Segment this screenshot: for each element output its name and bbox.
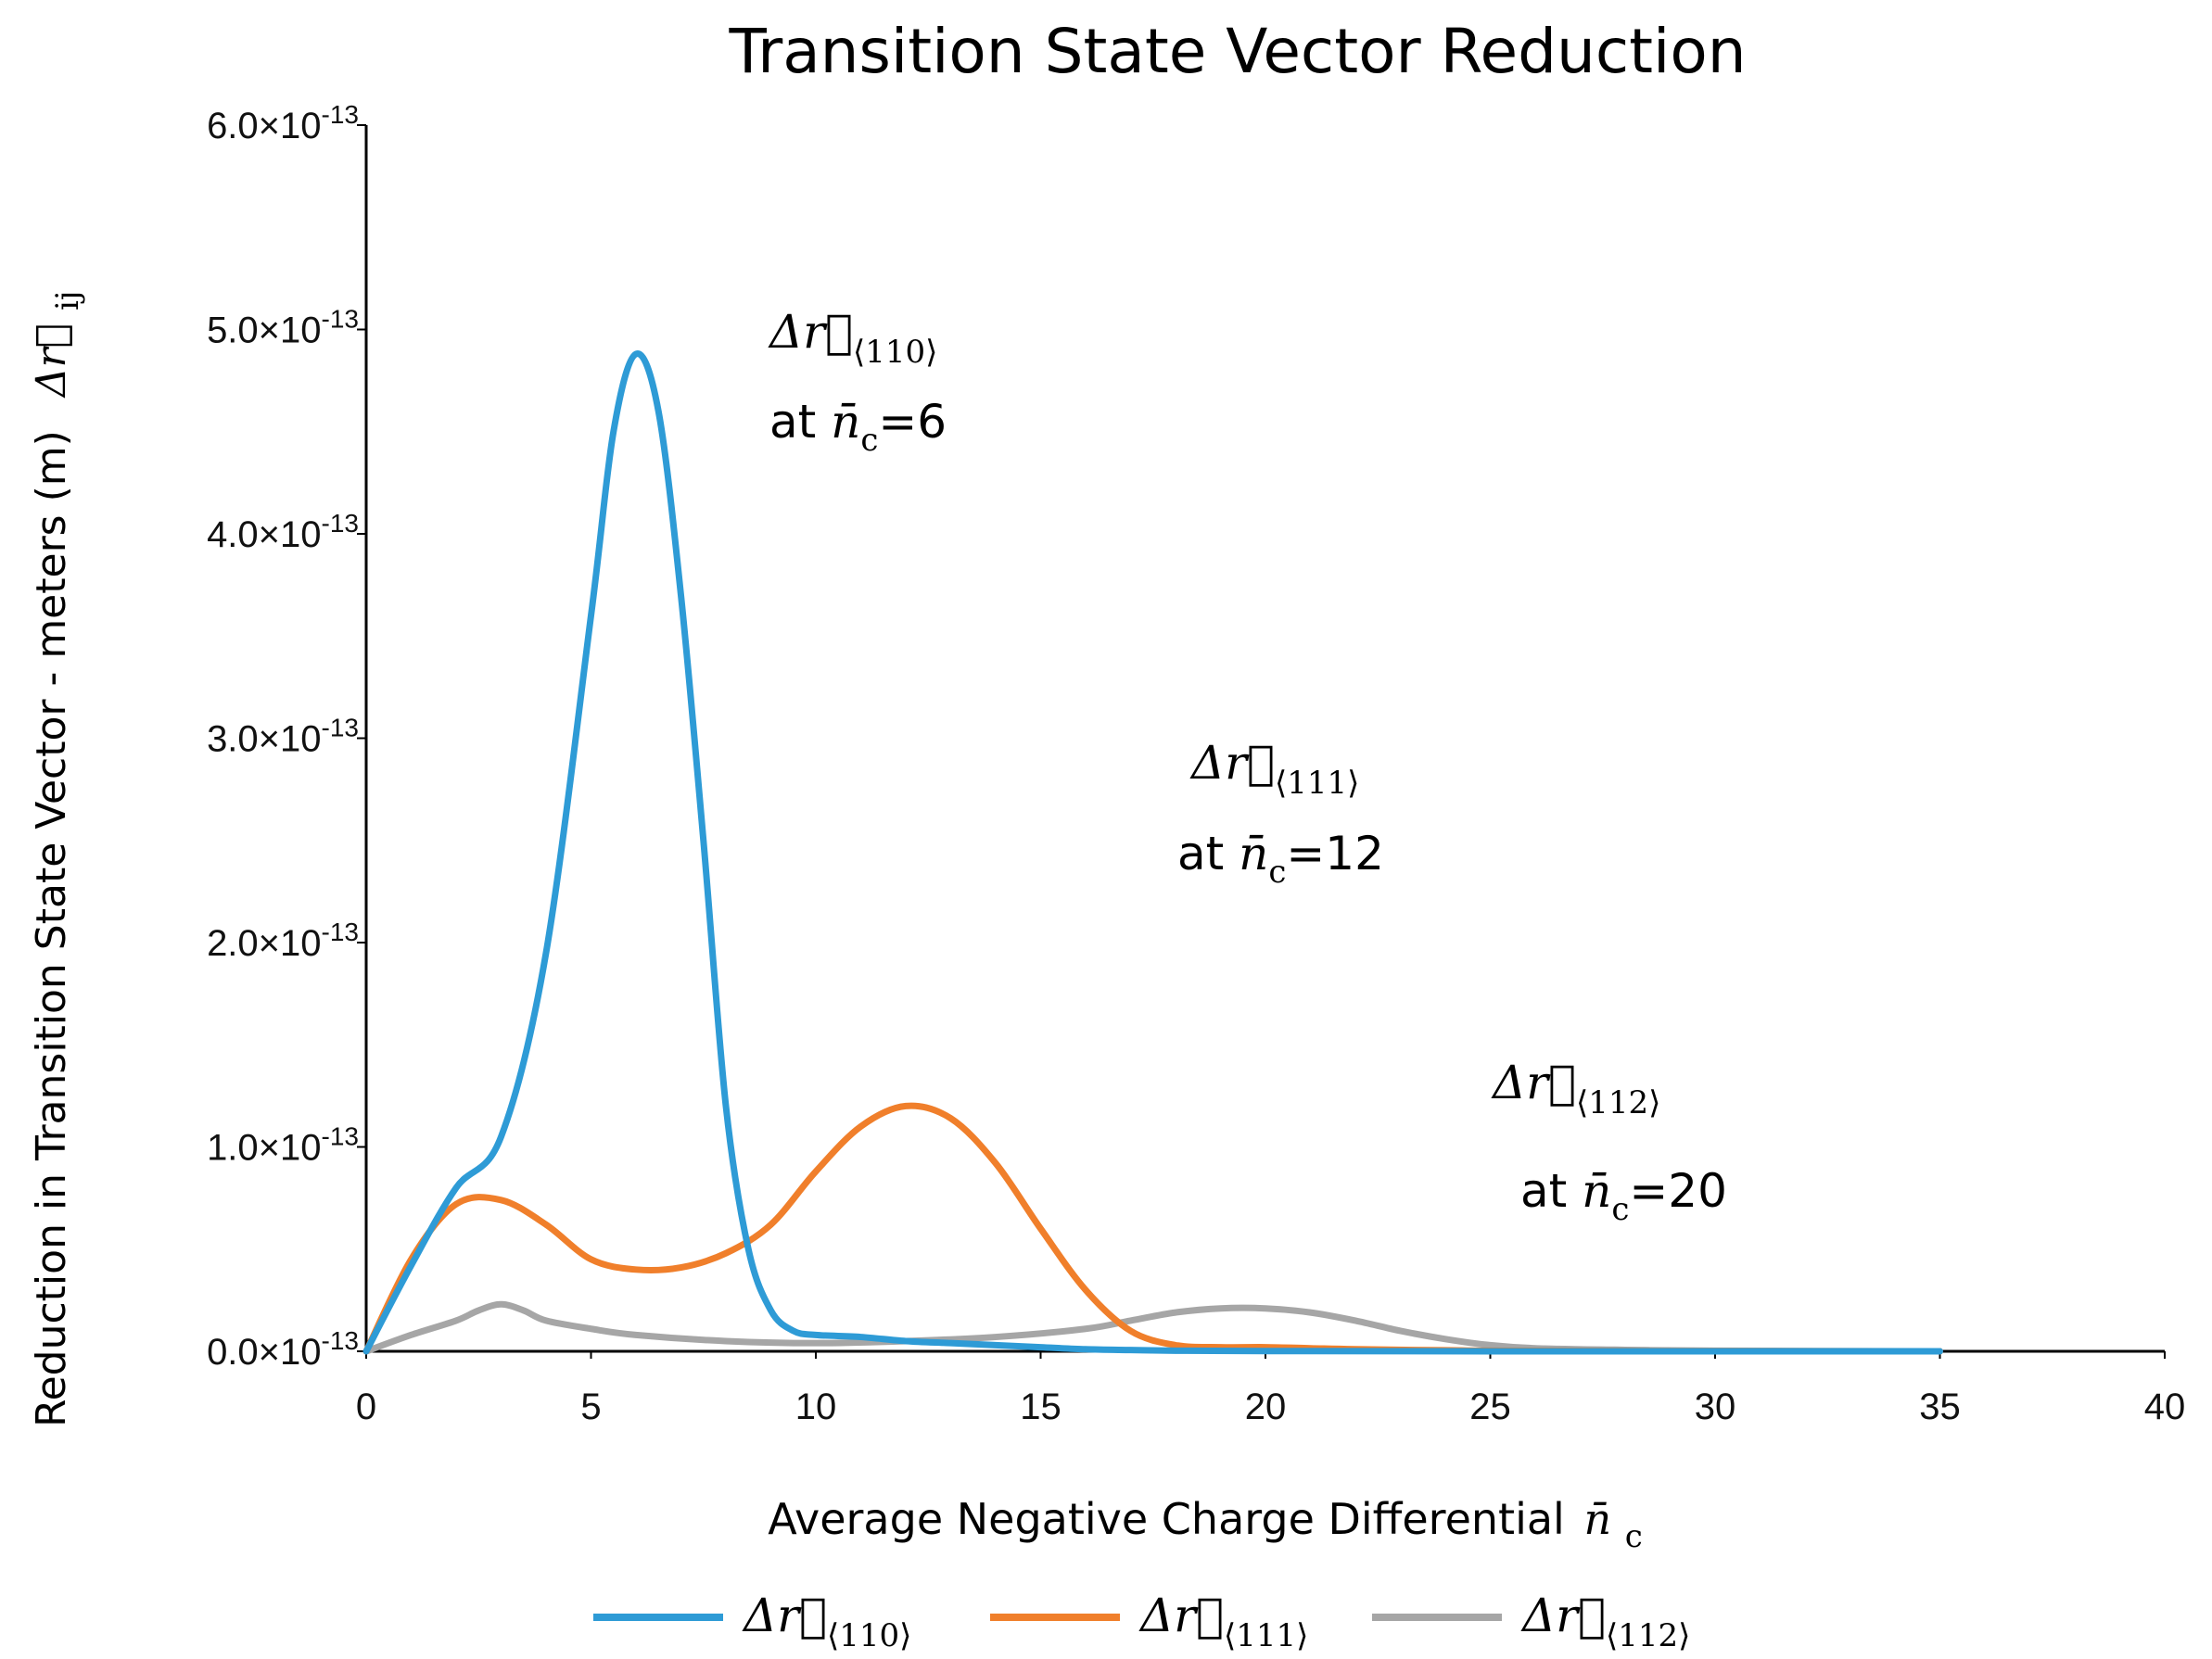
y-tick-mantissa: 5.0×10 bbox=[207, 310, 321, 351]
legend-label-111: Δr⃗⟨111⟩ bbox=[1138, 1589, 1308, 1654]
annotation-equals: =20 bbox=[1629, 1164, 1727, 1218]
y-axis-label: Reduction in Transition State Vector - m… bbox=[28, 291, 86, 1427]
series-line-110 bbox=[362, 350, 1943, 1355]
y-tick-exponent: -13 bbox=[322, 1122, 359, 1151]
annotation-symbol-111: Δr⃗⟨111⟩ bbox=[1189, 736, 1359, 802]
x-tick-label: 0 bbox=[356, 1387, 376, 1427]
y-tick-mantissa: 3.0×10 bbox=[207, 719, 321, 760]
annotation-delta-r: Δr⃗ bbox=[768, 305, 853, 359]
x-axis-symbol-sub: c bbox=[1625, 1518, 1643, 1555]
annotation-delta-r: Δr⃗ bbox=[1189, 736, 1275, 790]
annotation-subscript: ⟨112⟩ bbox=[1576, 1084, 1660, 1121]
y-tick-exponent: -13 bbox=[322, 1326, 359, 1355]
x-tick-label: 15 bbox=[1020, 1387, 1062, 1427]
y-tick-exponent: -13 bbox=[322, 918, 359, 946]
y-tick-label: 3.0×10-13 bbox=[207, 714, 359, 760]
y-tick-label: 6.0×10-13 bbox=[207, 100, 359, 146]
y-tick-label: 5.0×10-13 bbox=[207, 305, 359, 351]
annotation-symbol-110: Δr⃗⟨110⟩ bbox=[768, 305, 937, 371]
series-line-112 bbox=[362, 1300, 1943, 1355]
y-axis-symbol: Δr⃗ bbox=[28, 323, 75, 399]
annotation-equals: =6 bbox=[878, 395, 947, 449]
y-axis-label-text: Reduction in Transition State Vector - m… bbox=[28, 430, 75, 1427]
y-tick-mantissa: 1.0×10 bbox=[207, 1128, 321, 1169]
legend-delta-r: Δr⃗ bbox=[1138, 1589, 1224, 1642]
x-tick-label: 25 bbox=[1469, 1387, 1511, 1427]
x-tick-label: 20 bbox=[1245, 1387, 1287, 1427]
y-tick-mantissa: 2.0×10 bbox=[207, 923, 321, 964]
annotation-n-sub: c bbox=[860, 422, 878, 459]
y-tick-label: 0.0×10-13 bbox=[207, 1326, 359, 1373]
y-tick-label: 1.0×10-13 bbox=[207, 1122, 359, 1169]
annotation-n-symbol: n̄ bbox=[1239, 827, 1268, 880]
annotation-n-symbol: n̄ bbox=[831, 395, 860, 449]
y-tick-label: 4.0×10-13 bbox=[207, 509, 359, 555]
y-axis-symbol-sub: ij bbox=[49, 291, 86, 310]
x-axis-label: Average Negative Charge Differential n̄ … bbox=[768, 1494, 1643, 1555]
annotation-n-sub: c bbox=[1611, 1191, 1629, 1228]
y-tick-exponent: -13 bbox=[322, 100, 359, 129]
annotation-delta-r: Δr⃗ bbox=[1491, 1056, 1576, 1109]
x-axis-symbol: n̄ bbox=[1583, 1494, 1611, 1544]
x-tick-label: 10 bbox=[795, 1387, 837, 1427]
annotation-at-value-20: at n̄c=20 bbox=[1520, 1164, 1727, 1228]
annotation-subscript: ⟨111⟩ bbox=[1275, 765, 1359, 802]
series-lines bbox=[362, 350, 1943, 1355]
legend-subscript: ⟨111⟩ bbox=[1224, 1617, 1308, 1654]
annotation-at-value-12: at n̄c=12 bbox=[1177, 827, 1384, 891]
legend-label-112: Δr⃗⟨112⟩ bbox=[1520, 1589, 1690, 1654]
annotation-prefix: at bbox=[1520, 1164, 1582, 1218]
x-tick-label: 35 bbox=[1919, 1387, 1961, 1427]
chart-title: Transition State Vector Reduction bbox=[728, 16, 1746, 87]
y-tick-mantissa: 0.0×10 bbox=[207, 1332, 321, 1373]
annotations: Δr⃗⟨110⟩at n̄c=6Δr⃗⟨111⟩at n̄c=12Δr⃗⟨112… bbox=[768, 305, 1727, 1228]
annotation-n-symbol: n̄ bbox=[1582, 1164, 1611, 1218]
x-tick-label: 30 bbox=[1695, 1387, 1736, 1427]
legend-subscript: ⟨110⟩ bbox=[827, 1617, 911, 1654]
y-tick-mantissa: 6.0×10 bbox=[207, 106, 321, 146]
y-tick-exponent: -13 bbox=[322, 509, 359, 538]
x-tick-label: 5 bbox=[580, 1387, 601, 1427]
annotation-prefix: at bbox=[769, 395, 831, 449]
x-axis-label-text: Average Negative Charge Differential bbox=[768, 1494, 1565, 1544]
legend-subscript: ⟨112⟩ bbox=[1606, 1617, 1690, 1654]
y-tick-mantissa: 4.0×10 bbox=[207, 514, 321, 555]
y-tick-exponent: -13 bbox=[322, 714, 359, 742]
annotation-equals: =12 bbox=[1286, 827, 1384, 880]
y-tick-exponent: -13 bbox=[322, 305, 359, 334]
legend-label-110: Δr⃗⟨110⟩ bbox=[742, 1589, 911, 1654]
annotation-at-value-6: at n̄c=6 bbox=[769, 395, 947, 459]
x-tick-label: 40 bbox=[2144, 1387, 2186, 1427]
legend-delta-r: Δr⃗ bbox=[1520, 1589, 1606, 1642]
annotation-subscript: ⟨110⟩ bbox=[853, 334, 937, 371]
x-ticks: 0 5 10 15 20 25 30 35 40 bbox=[356, 1351, 2185, 1427]
annotation-n-sub: c bbox=[1268, 854, 1286, 891]
y-tick-label: 2.0×10-13 bbox=[207, 918, 359, 964]
annotation-symbol-112: Δr⃗⟨112⟩ bbox=[1491, 1056, 1660, 1121]
legend-delta-r: Δr⃗ bbox=[742, 1589, 827, 1642]
y-ticks: 0.0×10-131.0×10-132.0×10-133.0×10-134.0×… bbox=[207, 100, 366, 1373]
annotation-prefix: at bbox=[1177, 827, 1239, 880]
legend: Δr⃗⟨110⟩ Δr⃗⟨111⟩ Δr⃗⟨112⟩ bbox=[593, 1589, 1690, 1654]
